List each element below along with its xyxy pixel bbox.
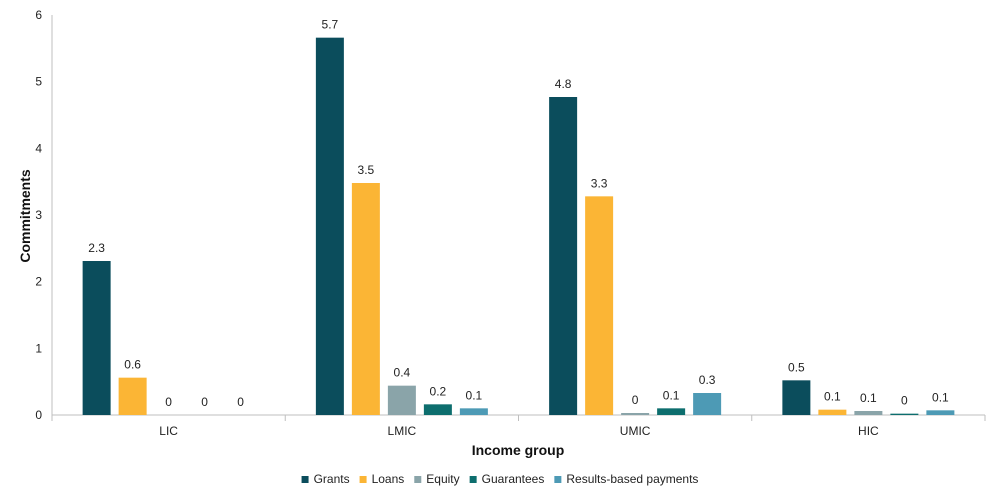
data-label: 4.8 [555, 77, 572, 91]
bar-guarantees-umic [657, 408, 686, 415]
data-labels: 2.3 0.6 0 0 0 5.7 3.5 0.4 0.2 0.1 4.8 3.3 0 0.1 0.3 0.5… [88, 18, 949, 409]
x-axis: LIC LMIC UMIC HIC [51, 414, 986, 438]
data-label: 0.1 [932, 390, 949, 404]
legend-swatch [469, 476, 477, 483]
legend: Grants Loans Equity Guarantees Results-based… [301, 472, 698, 486]
y-tick-label: 1 [35, 341, 42, 355]
x-axis-title: Income group [472, 442, 565, 458]
bar-results-based-payments-hic [926, 410, 955, 415]
bar-guarantees-lmic [423, 404, 452, 415]
bar-grants-lic [82, 261, 111, 415]
data-label: 0.4 [394, 366, 411, 380]
legend-label: Guarantees [482, 472, 545, 486]
data-label: 0 [632, 393, 639, 407]
data-label: 3.5 [358, 163, 375, 177]
bar-equity-umic [621, 413, 650, 415]
data-label: 0.1 [466, 388, 483, 402]
data-label: 0.1 [663, 388, 680, 402]
data-label: 0.6 [124, 358, 141, 372]
x-tick-label: UMIC [620, 424, 651, 438]
bar-grants-hic [782, 380, 811, 415]
x-tick-label: LIC [159, 424, 178, 438]
bar-loans-umic [585, 196, 614, 415]
data-label: 0.5 [788, 360, 805, 374]
bar-grants-lmic [315, 37, 344, 416]
bar-results-based-payments-umic [693, 393, 722, 415]
data-label: 3.3 [591, 176, 608, 190]
bar-guarantees-hic [890, 413, 919, 415]
y-tick-label: 3 [35, 208, 42, 222]
legend-label: Equity [426, 472, 459, 486]
data-label: 0 [165, 395, 172, 409]
legend-swatch [414, 476, 422, 483]
bar-grants-umic [549, 97, 578, 415]
data-label: 0.2 [430, 384, 447, 398]
bar-loans-lmic [351, 183, 380, 415]
y-axis: 0 1 2 3 4 5 6 [35, 8, 53, 422]
data-label: 0.3 [699, 373, 716, 387]
data-label: 2.3 [88, 241, 105, 255]
x-tick-label: HIC [858, 424, 879, 438]
y-axis-title: Commitments [17, 169, 33, 263]
data-label: 0 [237, 395, 244, 409]
y-tick-label: 4 [35, 141, 42, 155]
bars [82, 37, 955, 416]
y-tick-label: 2 [35, 275, 42, 289]
legend-swatch [301, 476, 309, 483]
legend-label: Loans [372, 472, 405, 486]
bar-equity-hic [854, 411, 883, 415]
bar-loans-lic [118, 377, 147, 415]
bar-loans-hic [818, 409, 847, 415]
y-tick-label: 6 [35, 8, 42, 22]
y-tick-label: 5 [35, 75, 42, 89]
data-label: 0 [901, 394, 908, 408]
data-label: 0 [201, 395, 208, 409]
legend-label: Grants [314, 472, 350, 486]
bar-equity-lmic [387, 385, 416, 415]
legend-swatch [359, 476, 367, 483]
data-label: 5.7 [322, 18, 339, 32]
bar-results-based-payments-lmic [459, 408, 488, 415]
data-label: 0.1 [824, 390, 841, 404]
y-tick-label: 0 [35, 408, 42, 422]
legend-swatch [554, 476, 562, 483]
data-label: 0.1 [860, 391, 877, 405]
legend-label: Results-based payments [566, 472, 698, 486]
x-tick-label: LMIC [388, 424, 417, 438]
